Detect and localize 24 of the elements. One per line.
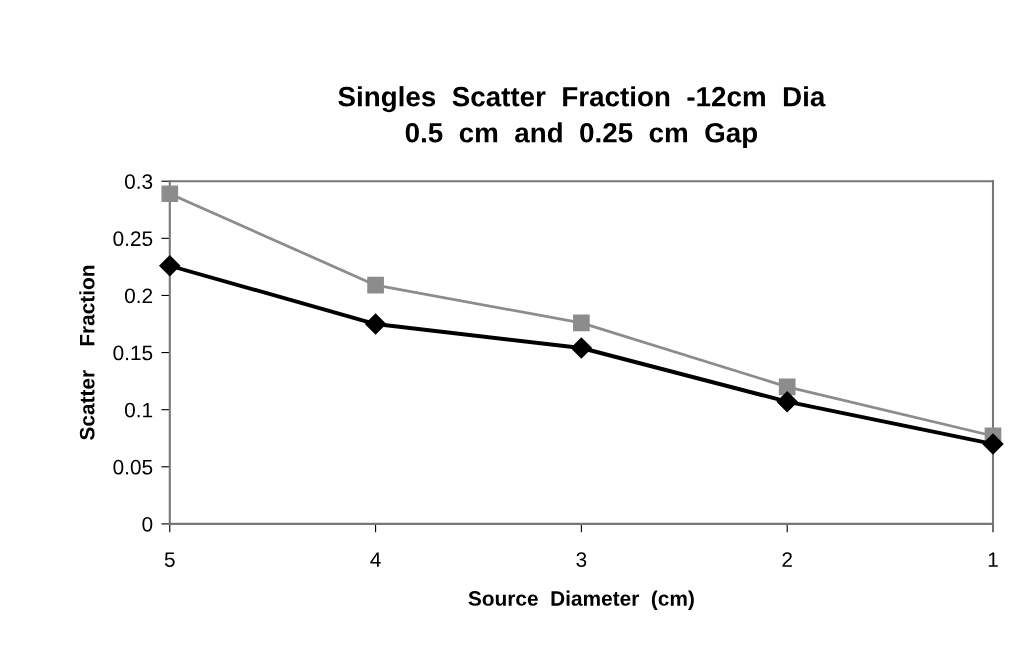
x-axis-title: Source Diameter (cm) <box>468 590 694 610</box>
chart-title: Singles Scatter Fraction -12cm Dia 0.5 cm and 0.25 cm Gap <box>338 86 826 149</box>
x-tick-label: 2 <box>782 552 792 567</box>
y-tick-label: 0.25 <box>113 231 153 247</box>
y-tick-label: 0.2 <box>124 288 153 304</box>
y-tick-label: 0.05 <box>113 459 153 475</box>
point <box>365 313 387 335</box>
point <box>570 337 592 359</box>
point <box>161 185 179 203</box>
y-tick-label: 0.15 <box>113 345 153 361</box>
point <box>573 314 590 332</box>
point <box>159 255 181 277</box>
x-tick-label: 5 <box>164 552 175 567</box>
point <box>982 433 1004 455</box>
x-tick-label: 3 <box>576 552 587 567</box>
point <box>778 378 796 396</box>
x-tick-label: 1 <box>988 552 998 567</box>
point <box>776 391 798 413</box>
y-tick-label: 0.3 <box>124 174 153 189</box>
x-tick-label: 4 <box>370 552 381 567</box>
point <box>367 276 384 294</box>
y-axis-title: Scatter Fraction <box>79 265 95 440</box>
y-tick-label: 0.1 <box>124 402 153 418</box>
y-tick-label: 0 <box>142 516 153 532</box>
